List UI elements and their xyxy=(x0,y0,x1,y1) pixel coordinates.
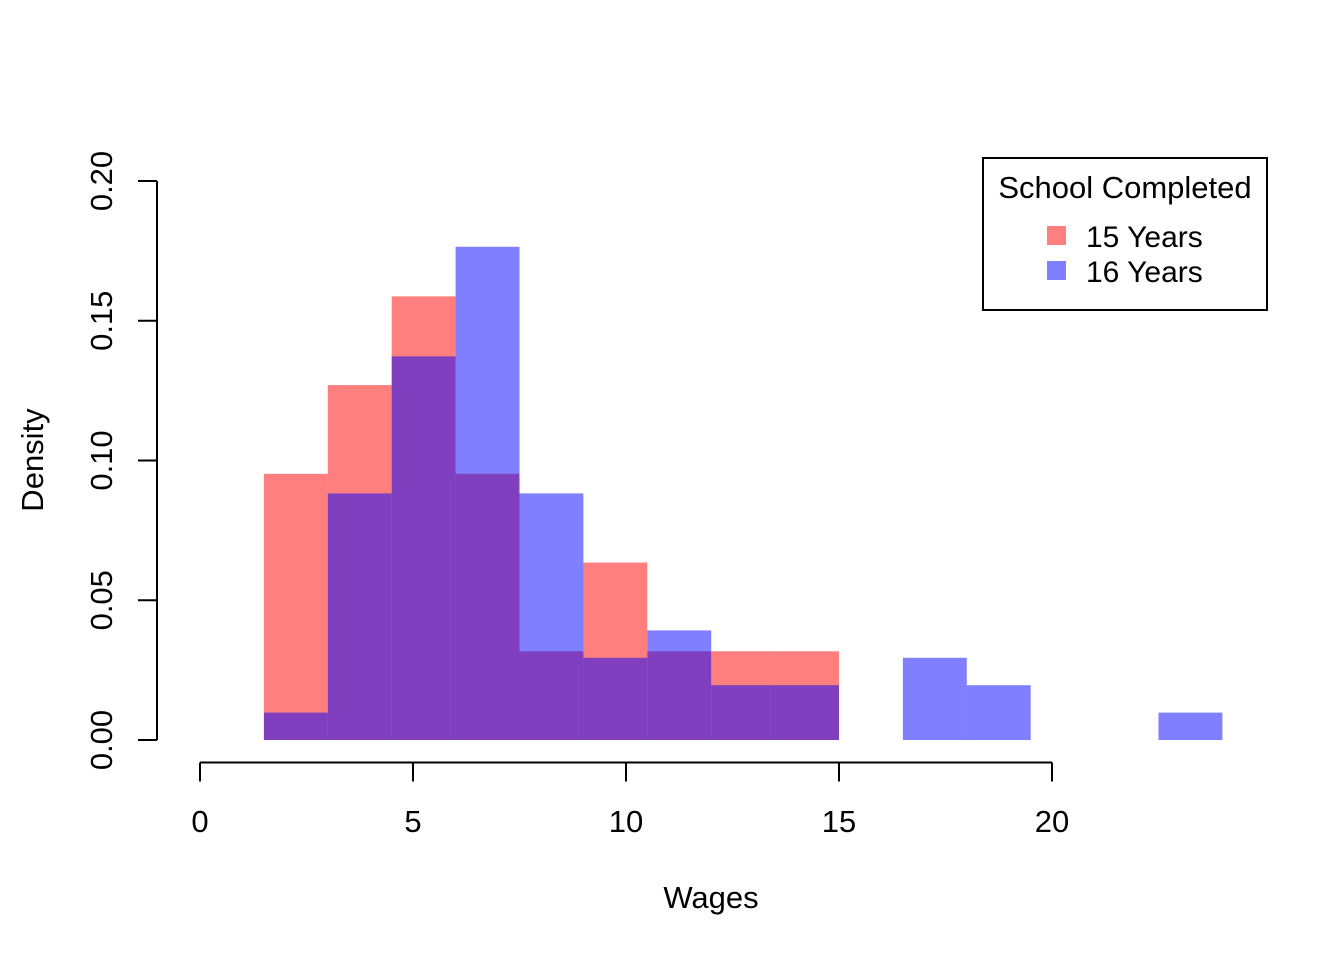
y-tick-label: 0.05 xyxy=(84,570,119,630)
y-axis-label: Density xyxy=(15,408,50,512)
legend-swatch-15-years xyxy=(1047,226,1066,245)
series-16-years xyxy=(263,246,1223,740)
x-tick-label: 0 xyxy=(191,804,208,839)
legend-label-15-years: 15 Years xyxy=(1086,221,1203,254)
legend: School Completed 15 Years 16 Years xyxy=(982,157,1268,311)
histogram-bar-16-years xyxy=(1158,712,1223,740)
histogram-bar-16-years xyxy=(391,356,456,740)
y-tick-label: 0.00 xyxy=(84,710,119,770)
y-tick-label: 0.15 xyxy=(84,291,119,351)
histogram-bar-16-years xyxy=(519,493,584,740)
histogram-bar-16-years xyxy=(711,685,776,740)
legend-label-16-years: 16 Years xyxy=(1086,256,1203,289)
legend-title: School Completed xyxy=(998,170,1251,205)
histogram-bar-16-years xyxy=(583,657,648,740)
x-axis-label: Wages xyxy=(663,880,758,915)
histogram-bar-16-years xyxy=(327,493,392,740)
histogram-bar-16-years xyxy=(263,712,328,740)
legend-swatch-16-years xyxy=(1047,261,1066,280)
histogram-bar-16-years xyxy=(775,685,839,740)
y-tick-label: 0.10 xyxy=(84,430,119,490)
axes-layer: 0 5 10 15 20 0.00 0.05 0.10 0.15 0.20 xyxy=(84,151,1069,839)
histogram-bar-16-years xyxy=(902,657,967,740)
bars-layer xyxy=(263,246,1223,740)
y-tick-label: 0.20 xyxy=(84,151,119,211)
x-tick-label: 10 xyxy=(609,804,643,839)
histogram-bar-16-years xyxy=(966,685,1031,740)
legend-box xyxy=(982,157,1268,311)
x-tick-label: 20 xyxy=(1035,804,1069,839)
x-tick-label: 5 xyxy=(404,804,421,839)
histogram-bar-16-years xyxy=(647,630,712,740)
x-tick-label: 15 xyxy=(822,804,856,839)
histogram-bar-15-years xyxy=(263,473,328,740)
histogram-bar-16-years xyxy=(455,246,520,740)
